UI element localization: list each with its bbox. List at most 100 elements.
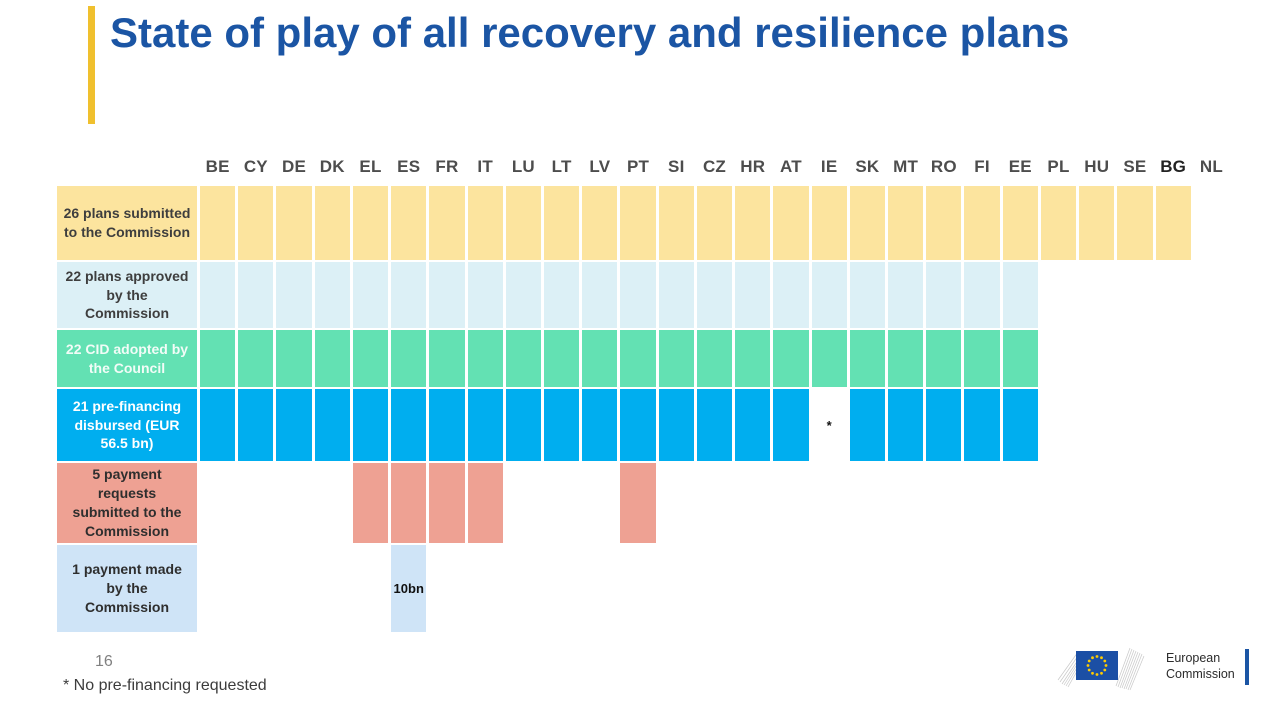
cell-5-el <box>353 545 388 632</box>
cell-0-lu <box>505 186 541 260</box>
cell-2-ee <box>1002 330 1038 387</box>
cell-3-dk <box>314 389 350 461</box>
cell-5-si <box>659 545 694 632</box>
cell-4-cy <box>238 463 273 543</box>
cell-2-cz <box>696 330 733 387</box>
column-header-hr: HR <box>740 157 766 176</box>
cell-3-lu <box>505 389 541 461</box>
cell-1-si <box>658 262 694 328</box>
cell-5-fr <box>429 545 464 632</box>
cell-1-se <box>1117 262 1152 328</box>
cell-3-ee <box>1002 389 1038 461</box>
cell-3-fr <box>429 389 465 461</box>
cell-0-sk <box>849 186 885 260</box>
cell-5-ee <box>1003 545 1038 632</box>
column-header-fi: FI <box>974 157 990 176</box>
cell-3-nl <box>1194 389 1229 461</box>
cell-2-mt <box>887 330 924 387</box>
cell-1-mt <box>887 262 924 328</box>
cell-1-dk <box>314 262 350 328</box>
cell-2-pl <box>1041 330 1076 387</box>
cell-1-cy <box>238 262 274 328</box>
cell-2-pt <box>620 330 656 387</box>
cell-4-lt <box>544 463 579 543</box>
cell-5-es: 10bn <box>391 545 427 632</box>
cell-5-sk <box>850 545 885 632</box>
cell-4-dk <box>315 463 350 543</box>
cell-3-it <box>467 389 503 461</box>
column-header-lv: LV <box>589 157 611 176</box>
cell-2-hr <box>735 330 771 387</box>
cell-5-at <box>773 545 808 632</box>
row-label-3: 21 pre-financing disbursed (EUR 56.5 bn) <box>57 389 197 461</box>
cell-2-ro <box>926 330 962 387</box>
cell-0-cz <box>696 186 733 260</box>
cell-5-ro <box>926 545 961 632</box>
cell-5-lu <box>506 545 541 632</box>
cell-5-pl <box>1041 545 1076 632</box>
cell-1-lv <box>582 262 618 328</box>
cell-3-el <box>352 389 389 461</box>
cell-0-bg <box>1155 186 1191 260</box>
column-header-nl: NL <box>1199 157 1223 176</box>
column-header-pt: PT <box>626 157 650 176</box>
cell-5-nl <box>1194 545 1229 632</box>
cell-4-pl <box>1041 463 1076 543</box>
cell-0-dk <box>314 186 350 260</box>
cell-5-cz <box>697 545 732 632</box>
cell-1-ie <box>811 262 847 328</box>
cell-5-hu <box>1079 545 1114 632</box>
column-header-fr: FR <box>435 157 459 176</box>
cell-4-cz <box>697 463 732 543</box>
cell-0-pt <box>620 186 656 260</box>
cell-0-el <box>352 186 389 260</box>
logo-blue-bar <box>1244 649 1249 685</box>
cell-5-lv <box>582 545 617 632</box>
cell-0-hu <box>1079 186 1115 260</box>
cell-3-de <box>276 389 312 461</box>
cell-3-lt <box>543 389 580 461</box>
cell-3-pt <box>620 389 656 461</box>
cell-4-si <box>659 463 694 543</box>
cell-1-lt <box>543 262 580 328</box>
status-matrix: BE CY DE DK EL ES FR IT LU LT LV PT SI CZ HR AT IE SK MT RO… <box>57 150 1229 632</box>
cell-2-at <box>773 330 809 387</box>
cell-2-lu <box>505 330 541 387</box>
cell-1-pl <box>1041 262 1076 328</box>
cell-0-fi <box>964 186 1000 260</box>
cell-2-it <box>467 330 503 387</box>
cell-4-mt <box>888 463 923 543</box>
cell-1-bg <box>1156 262 1191 328</box>
column-header-lt: LT <box>551 157 572 176</box>
cell-0-at <box>773 186 809 260</box>
cell-3-cy <box>238 389 274 461</box>
cell-2-de <box>276 330 312 387</box>
cell-2-fi <box>964 330 1000 387</box>
cell-1-pt <box>620 262 656 328</box>
cell-4-se <box>1117 463 1152 543</box>
cell-1-cz <box>696 262 733 328</box>
cell-0-cy <box>238 186 274 260</box>
cell-3-ie: * <box>826 417 832 433</box>
cell-3-fi <box>964 389 1000 461</box>
cell-0-nl <box>1194 186 1229 260</box>
cell-1-nl <box>1194 262 1229 328</box>
cell-1-lu <box>505 262 541 328</box>
cell-2-si <box>658 330 694 387</box>
column-header-se: SE <box>1123 157 1147 176</box>
footnote: * No pre-financing requested <box>63 677 267 694</box>
cell-3-se <box>1117 389 1152 461</box>
cell-3-mt <box>887 389 924 461</box>
cell-4-fr <box>429 463 465 543</box>
cell-4-ee <box>1003 463 1038 543</box>
eu-flag-icon <box>1057 647 1145 691</box>
cell-5-ie <box>812 545 847 632</box>
cell-2-hu <box>1079 330 1114 387</box>
title-accent-bar <box>88 6 95 124</box>
column-header-hu: HU <box>1084 157 1110 176</box>
cell-4-es <box>391 463 427 543</box>
cell-4-nl <box>1194 463 1229 543</box>
cell-4-hr <box>735 463 770 543</box>
cell-5-be <box>200 545 235 632</box>
